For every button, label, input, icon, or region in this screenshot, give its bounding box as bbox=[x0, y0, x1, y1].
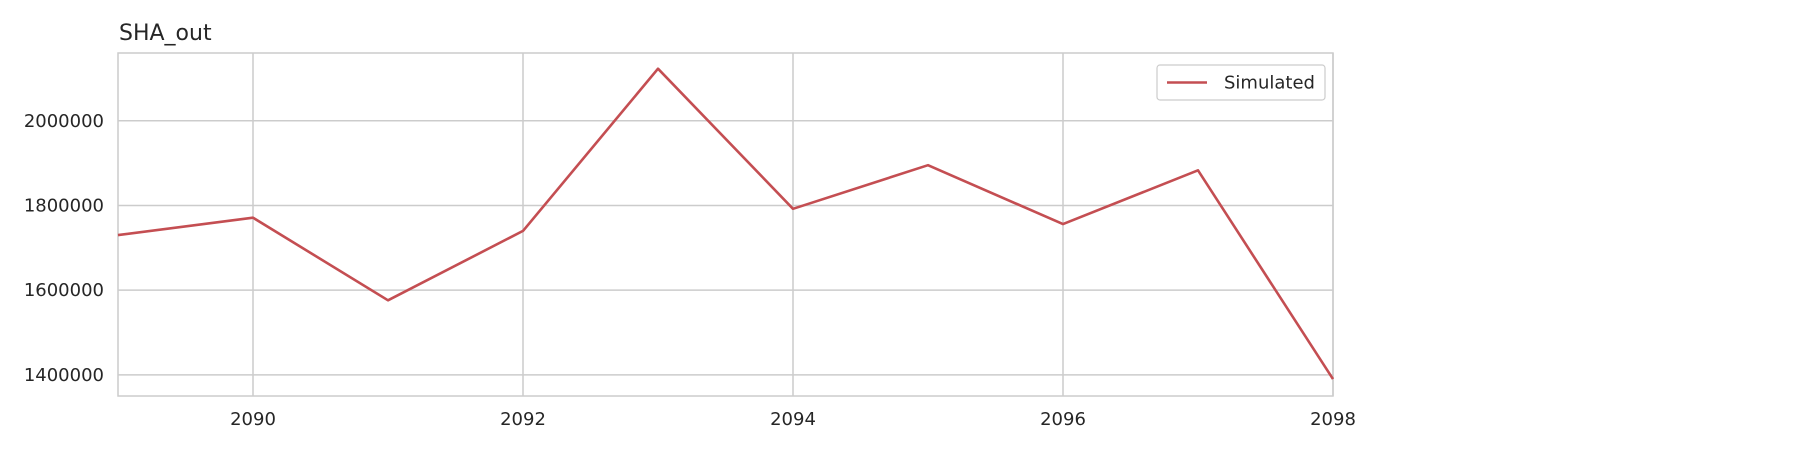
x-tick-label: 2094 bbox=[770, 409, 816, 430]
y-tick-label: 1400000 bbox=[24, 365, 104, 386]
plot-area-frame bbox=[117, 52, 1334, 397]
chart-legend: Simulated bbox=[1156, 64, 1326, 101]
legend-label: Simulated bbox=[1224, 73, 1315, 94]
legend-box bbox=[1156, 64, 1326, 101]
y-tick-label: 2000000 bbox=[24, 111, 104, 132]
series-layer bbox=[117, 67, 1335, 380]
y-tick-label: 1800000 bbox=[24, 195, 104, 216]
x-tick-label: 2096 bbox=[1040, 409, 1086, 430]
series-line-simulated bbox=[117, 67, 1335, 380]
chart-title: SHA_out bbox=[119, 21, 212, 46]
grid-lines bbox=[118, 53, 1334, 396]
x-tick-label: 2092 bbox=[500, 409, 546, 430]
y-tick-label: 1600000 bbox=[24, 280, 104, 301]
tick-labels: 2090 2092 2094 2096 2098 1400000 1600000 180000… bbox=[24, 111, 1356, 430]
x-tick-label: 2090 bbox=[230, 409, 276, 430]
x-tick-label: 2098 bbox=[1310, 409, 1356, 430]
